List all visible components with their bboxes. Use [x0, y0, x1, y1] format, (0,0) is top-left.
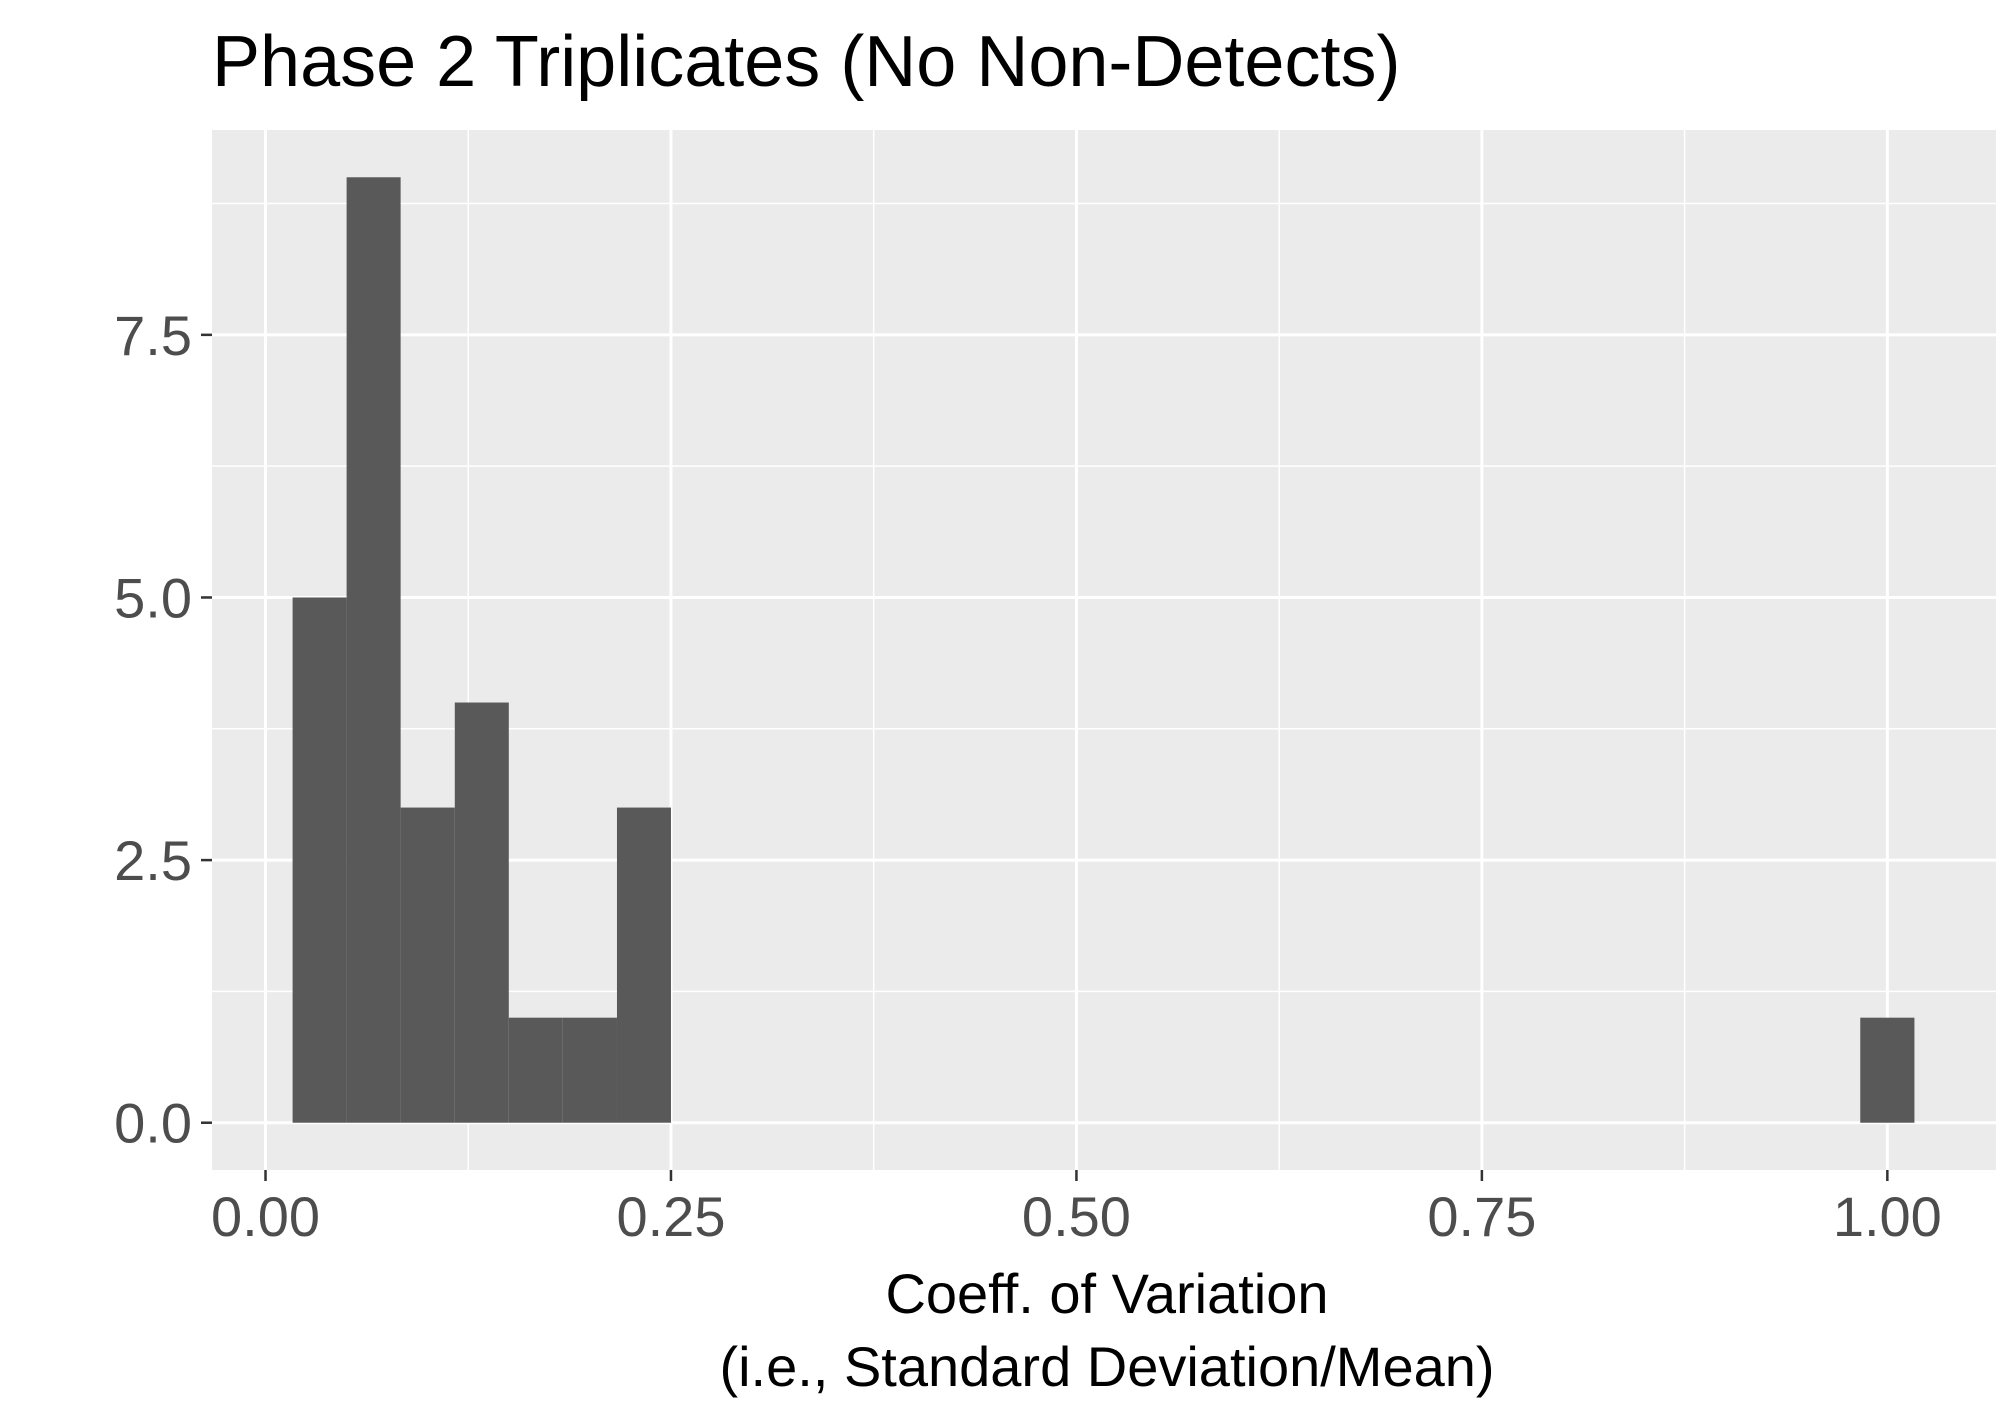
histogram-bar-0: [292, 597, 347, 1123]
x-tick-label: 0.00: [211, 1185, 320, 1248]
histogram-bar-3: [454, 702, 509, 1123]
histogram-bar-5: [562, 1017, 617, 1123]
x-axis-label-line2: (i.e., Standard Deviation/Mean): [719, 1335, 1494, 1398]
y-tick-label: 2.5: [114, 829, 192, 892]
y-tick-label: 7.5: [114, 304, 192, 367]
grid-minor: [212, 130, 1996, 1170]
x-tick-label: 0.25: [616, 1185, 725, 1248]
histogram-bar-2: [400, 807, 455, 1123]
x-tick-label: 0.75: [1427, 1185, 1536, 1248]
x-axis: 0.00 0.25 0.50 0.75 1.00: [211, 1170, 1942, 1248]
y-tick-label: 0.0: [114, 1092, 192, 1155]
histogram-bar-1: [346, 177, 401, 1123]
x-tick-label: 0.50: [1022, 1185, 1131, 1248]
chart-title: Phase 2 Triplicates (No Non-Detects): [212, 22, 1400, 102]
grid-major: [212, 130, 1996, 1170]
bars: [292, 177, 1915, 1123]
x-tick-label: 1.00: [1833, 1185, 1942, 1248]
histogram-bar-6: [616, 807, 671, 1123]
x-axis-label: Coeff. of Variation: [885, 1262, 1328, 1325]
histogram-bar-4: [508, 1017, 563, 1123]
y-tick-label: 5.0: [114, 566, 192, 629]
y-axis: 0.0 2.5 5.0 7.5: [114, 304, 212, 1155]
plot-panel: [212, 130, 1996, 1170]
histogram-bar-7: [1860, 1017, 1915, 1123]
